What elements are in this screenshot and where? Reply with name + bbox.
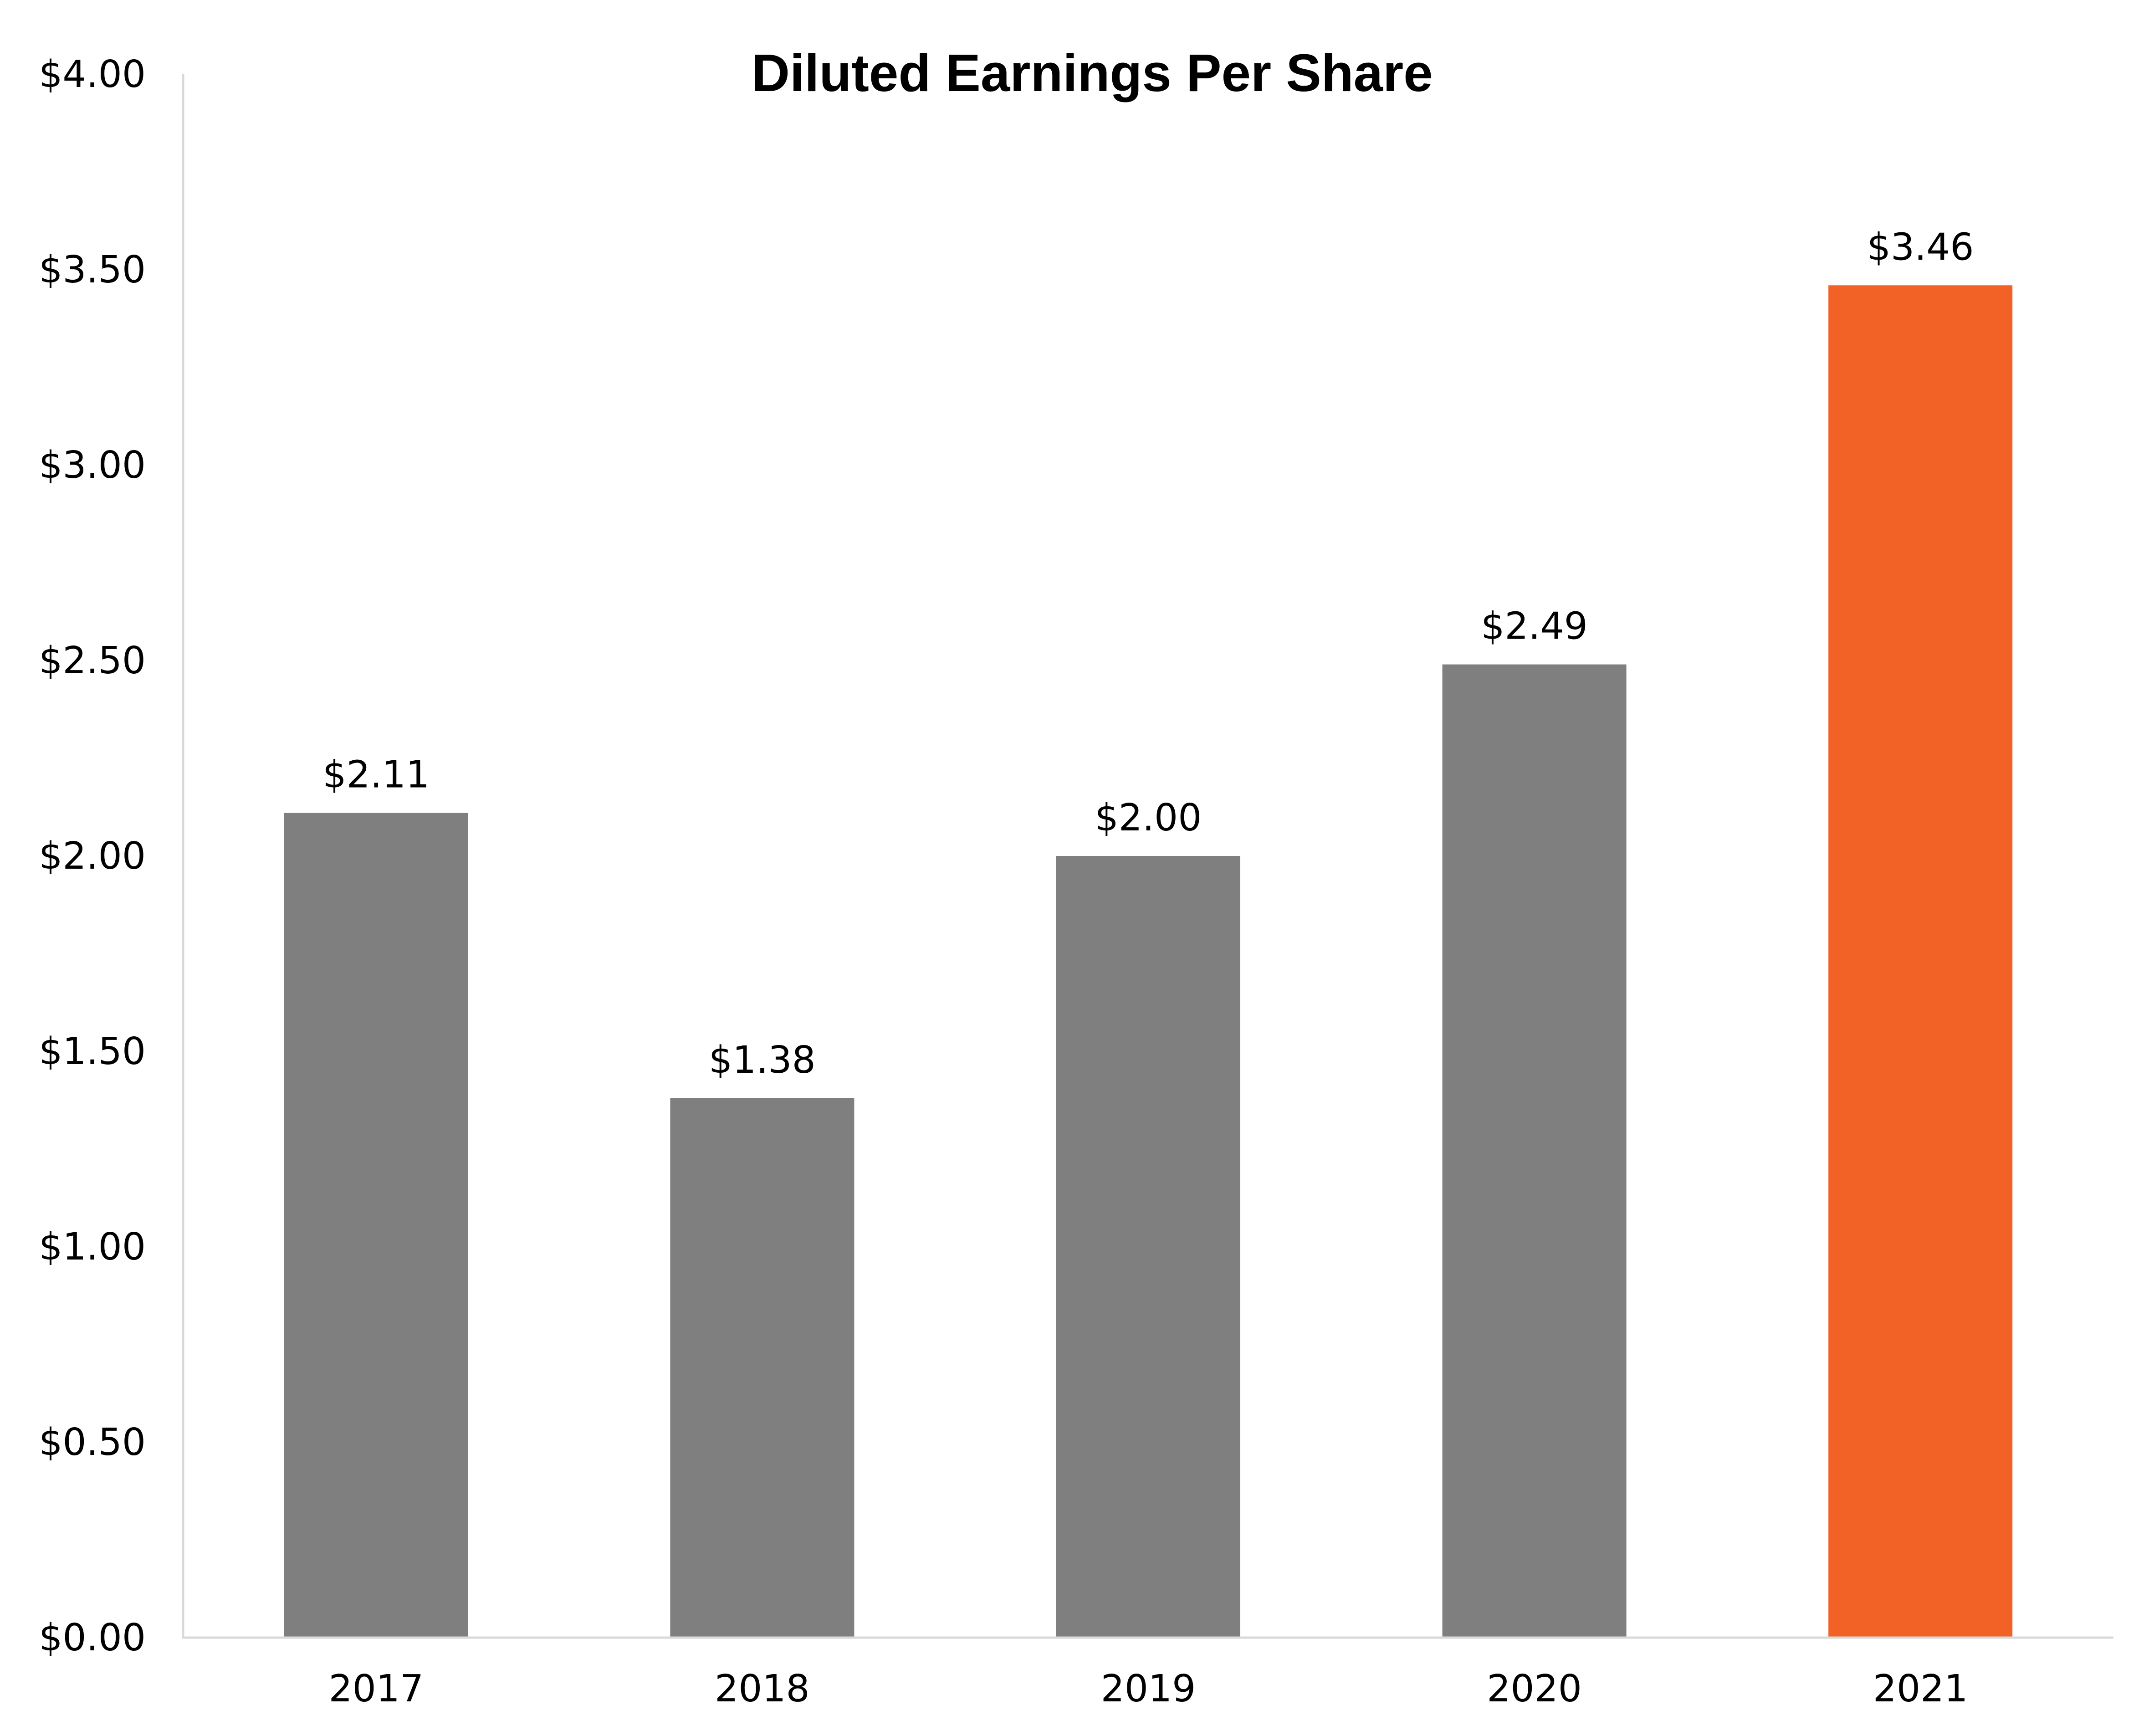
y-tick-label: $3.00 [39, 444, 146, 487]
chart-title: Diluted Earnings Per Share [752, 43, 1433, 102]
y-tick-label: $4.00 [39, 53, 146, 96]
bar-2017 [284, 813, 468, 1638]
x-tick-label: 2017 [328, 1667, 424, 1710]
bars [284, 285, 2013, 1638]
y-tick-label: $1.00 [39, 1225, 146, 1269]
x-tick-label: 2020 [1487, 1667, 1582, 1710]
x-tick-label: 2021 [1873, 1667, 1968, 1710]
bar-2020 [1442, 664, 1627, 1638]
x-tick-label: 2019 [1101, 1667, 1196, 1710]
y-tick-label: $2.50 [39, 639, 146, 682]
data-label: $3.46 [1867, 225, 1974, 269]
y-tick-label: $2.00 [39, 835, 146, 878]
data-label: $2.00 [1095, 796, 1202, 840]
x-axis-ticks: 2017 2018 2019 2020 2021 [328, 1667, 1968, 1710]
bar-2018 [670, 1098, 854, 1638]
y-tick-label: $0.00 [39, 1616, 146, 1659]
y-tick-label: $3.50 [39, 248, 146, 292]
data-label: $1.38 [709, 1039, 816, 1082]
y-tick-label: $0.50 [39, 1421, 146, 1464]
x-tick-label: 2018 [715, 1667, 810, 1710]
y-axis-ticks: $0.00 $0.50 $1.00 $1.50 $2.00 $2.50 $3.00 $3.50… [39, 53, 146, 1659]
bar-2019 [1056, 856, 1240, 1638]
data-label: $2.11 [322, 753, 430, 797]
bar-2021 [1828, 285, 2013, 1638]
y-tick-label: $1.50 [39, 1030, 146, 1073]
data-label: $2.49 [1481, 605, 1588, 648]
data-labels: $2.11 $1.38 $2.00 $2.49 $3.46 [322, 225, 1974, 1082]
